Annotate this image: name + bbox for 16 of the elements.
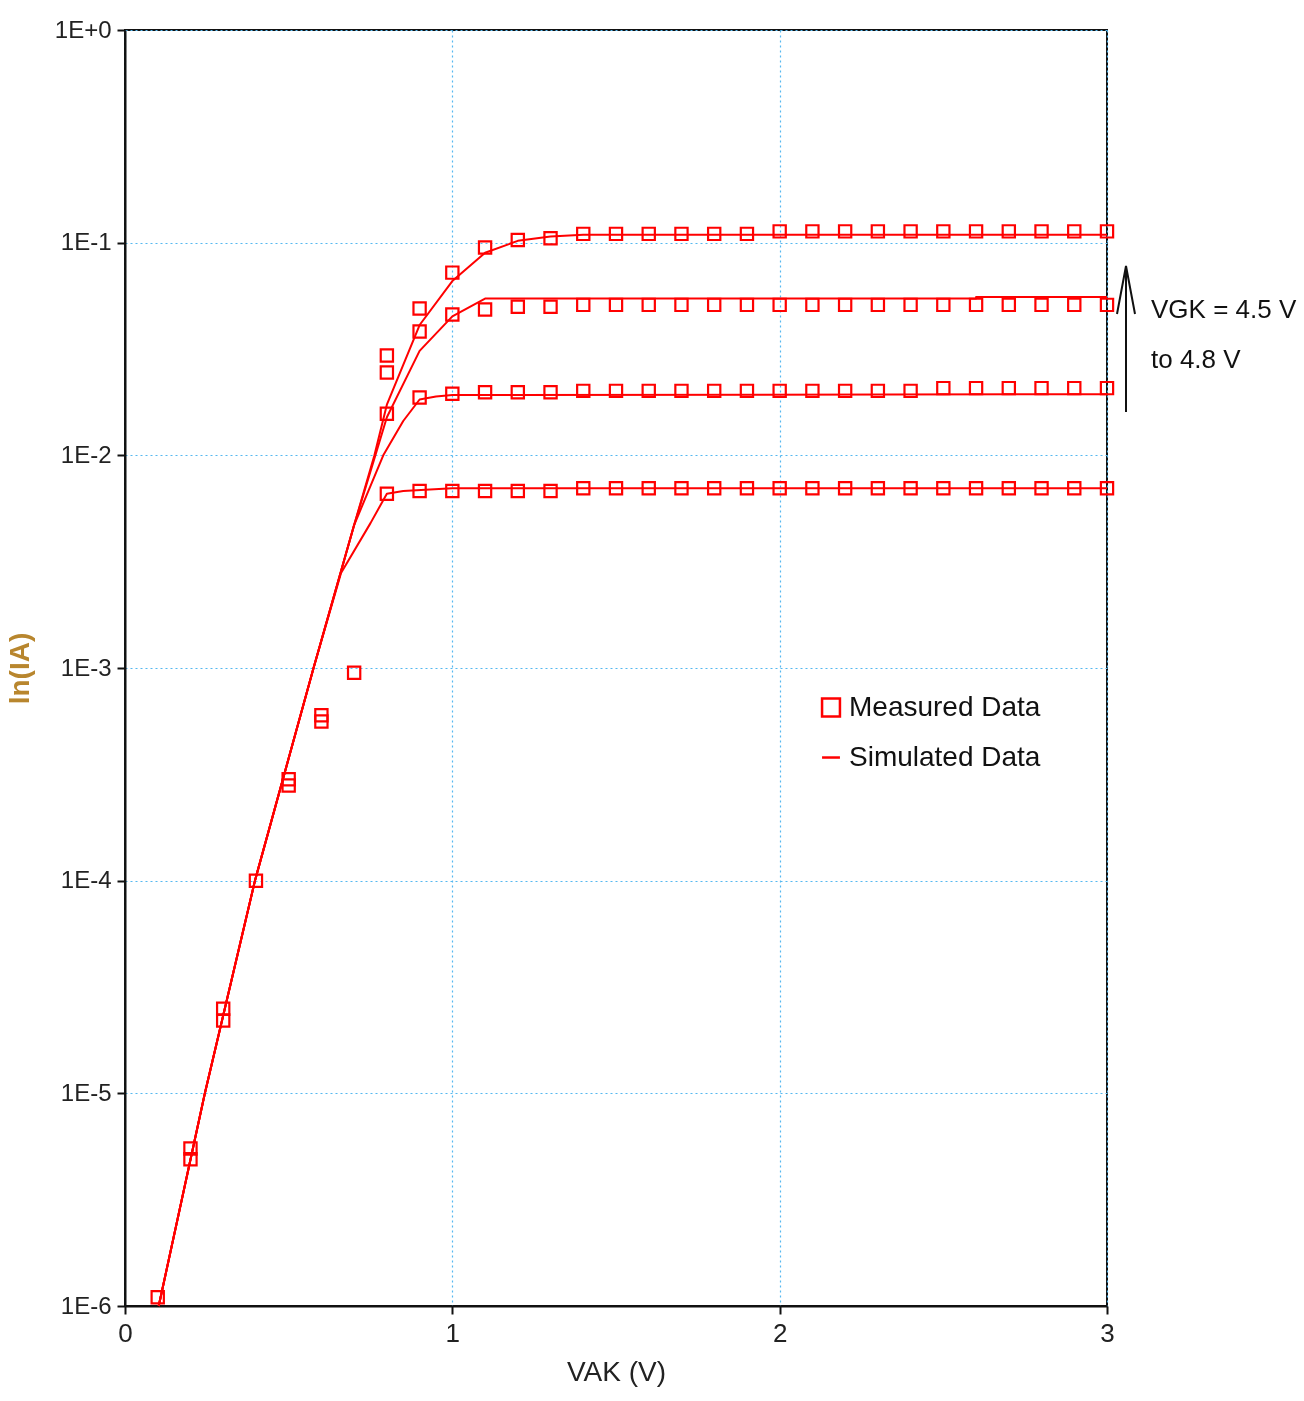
text: VGK = 4.5 V to 4.8 V bbox=[1151, 293, 1297, 376]
x-tick-label: 3 bbox=[1100, 1317, 1115, 1348]
y-tick-label: 1E-4 bbox=[60, 866, 112, 894]
y-tick-label: 1E+0 bbox=[54, 15, 112, 43]
legend-label: Measured Data bbox=[849, 690, 1041, 722]
y-axis-title: ln(IA) bbox=[3, 632, 35, 705]
x-tick-label: 0 bbox=[118, 1317, 133, 1348]
y-tick-label: 1E-1 bbox=[60, 228, 112, 256]
y-tick-label: 1E-2 bbox=[60, 440, 112, 468]
legend-label: Simulated Data bbox=[849, 740, 1041, 772]
x-tick-label: 1 bbox=[445, 1317, 461, 1348]
x-tick-label: 2 bbox=[772, 1317, 788, 1348]
y-tick-label: 1E-6 bbox=[60, 1291, 112, 1319]
y-tick-label: 1E-5 bbox=[60, 1078, 112, 1106]
x-axis-title: VAK (V) bbox=[566, 1355, 667, 1387]
y-tick-label: 1E-3 bbox=[60, 653, 112, 681]
